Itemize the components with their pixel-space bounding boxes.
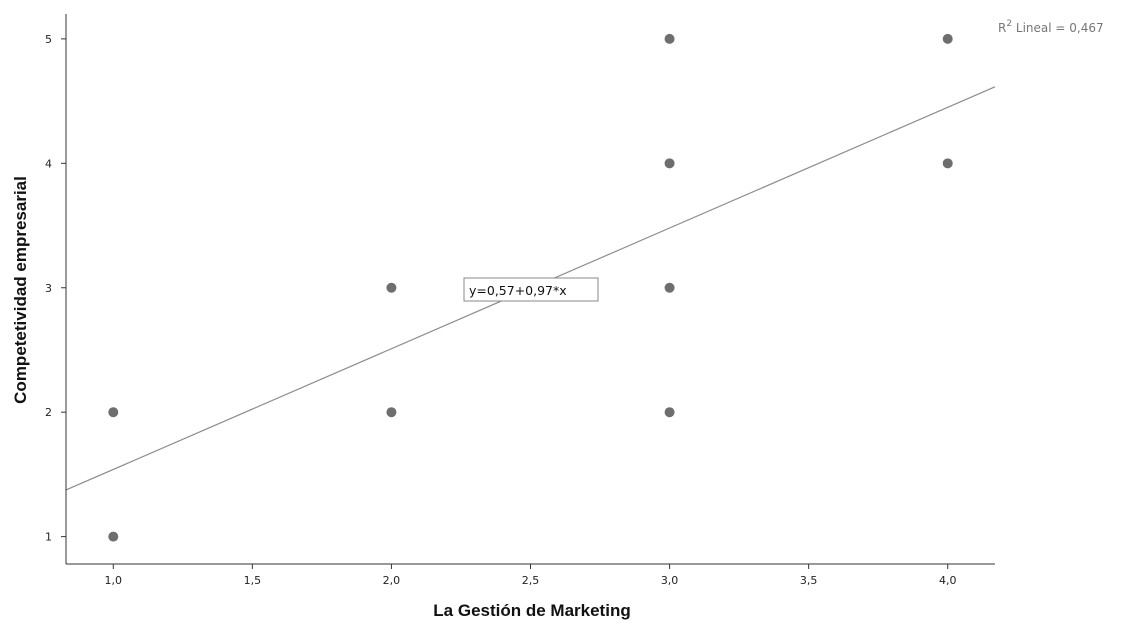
equation-label: y=0,57+0,97*x: [469, 283, 567, 298]
y-tick-label: 5: [45, 33, 52, 46]
data-point: [386, 282, 397, 293]
data-point: [664, 158, 675, 169]
equation-box: [463, 277, 599, 302]
data-point: [386, 407, 397, 418]
data-point: [664, 282, 675, 293]
r2-suffix: Lineal = 0,467: [1012, 21, 1104, 35]
data-point: [942, 33, 953, 44]
x-tick-label: 2,0: [383, 574, 401, 587]
points-layer: [108, 33, 953, 542]
data-point: [108, 407, 119, 418]
y-tick-label: 4: [45, 157, 52, 170]
r2-prefix: R: [998, 21, 1006, 35]
x-tick-label: 1,0: [105, 574, 123, 587]
x-tick-label: 2,5: [522, 574, 540, 587]
x-axis-title: La Gestión de Marketing: [433, 601, 630, 620]
data-point: [108, 531, 119, 542]
x-ticks: 1,0 1,5 2,0 2,5 3,0 3,5 4,0: [105, 564, 957, 587]
x-tick-label: 4,0: [939, 574, 957, 587]
x-tick-label: 1,5: [244, 574, 262, 587]
x-tick-label: 3,0: [661, 574, 679, 587]
y-axis-title: Competetividad empresarial: [11, 176, 30, 404]
y-ticks: 1 2 3 4 5: [45, 33, 66, 544]
y-tick-label: 3: [45, 282, 52, 295]
r2-superscript: 2: [1006, 19, 1012, 29]
equation-annotation: y=0,57+0,97*x: [463, 277, 599, 302]
data-point: [664, 33, 675, 44]
x-tick-label: 3,5: [800, 574, 818, 587]
r2-label: R2 Lineal = 0,467: [998, 19, 1104, 35]
data-point: [942, 158, 953, 169]
y-tick-label: 1: [45, 531, 52, 544]
data-point: [664, 407, 675, 418]
y-tick-label: 2: [45, 406, 52, 419]
